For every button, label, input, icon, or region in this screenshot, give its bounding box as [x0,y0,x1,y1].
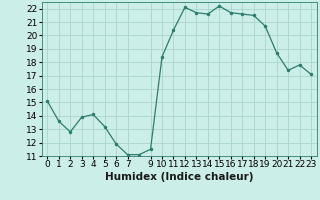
X-axis label: Humidex (Indice chaleur): Humidex (Indice chaleur) [105,172,253,182]
